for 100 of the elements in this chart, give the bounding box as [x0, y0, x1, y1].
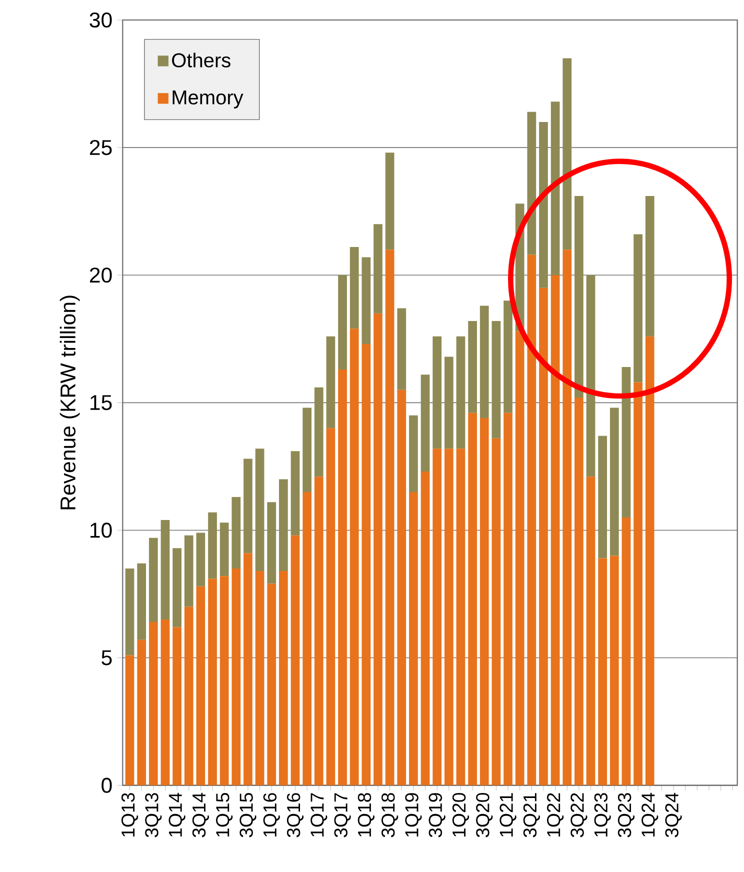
x-tick-label: 1Q13 [121, 793, 138, 837]
bar [515, 331, 524, 786]
bar [208, 512, 217, 579]
bar [125, 568, 134, 656]
bar [172, 548, 182, 628]
bar [338, 370, 347, 786]
bar [278, 479, 288, 572]
y-tick-label: 15 [90, 395, 112, 410]
bar [420, 374, 430, 472]
bar [196, 586, 206, 786]
bar [468, 321, 477, 413]
x-tick-label: 1Q23 [594, 793, 611, 837]
bar [302, 492, 312, 786]
y-axis-title: Revenue (KRW trillion) [60, 296, 80, 510]
bar [598, 558, 608, 786]
bar [302, 408, 312, 492]
bar [480, 306, 489, 418]
bar [290, 535, 300, 786]
bar [350, 247, 359, 329]
bar [574, 398, 584, 786]
bar [492, 321, 501, 438]
bar [137, 640, 146, 786]
bar [562, 250, 572, 786]
x-tick-label: 3Q21 [523, 793, 540, 838]
y-tick-label: 25 [90, 140, 112, 156]
bar [539, 288, 548, 786]
bar [444, 356, 454, 449]
x-tick-label: 1Q16 [263, 793, 280, 837]
bar [244, 553, 252, 786]
bar [598, 436, 608, 558]
x-tick-label: 1Q21 [500, 793, 516, 837]
bar [397, 308, 406, 390]
bar [196, 532, 206, 586]
bar [432, 448, 442, 786]
bar [278, 571, 288, 786]
x-tick-label: 1Q19 [405, 793, 422, 837]
bar [409, 415, 418, 492]
bar [385, 250, 394, 786]
bar [326, 336, 336, 428]
bar [148, 622, 158, 786]
bar [125, 655, 134, 786]
y-tick-label: 20 [90, 268, 112, 283]
bar [160, 520, 170, 620]
bar [539, 122, 548, 288]
bar [444, 448, 454, 786]
y-tick-label: 30 [90, 12, 112, 28]
x-tick-label: 3Q16 [286, 793, 304, 838]
x-tick-label: 3Q14 [192, 792, 209, 838]
bar [148, 538, 158, 622]
bar [314, 387, 324, 477]
bar [527, 112, 536, 255]
bar [267, 502, 276, 584]
bar [456, 448, 466, 786]
bar [527, 254, 536, 786]
bar [374, 224, 382, 314]
bar [610, 408, 619, 556]
bar [420, 472, 430, 786]
x-tick-label: 3Q18 [382, 793, 398, 838]
bar [610, 556, 619, 786]
bar [172, 627, 182, 786]
x-tick-label: 3Q22 [570, 793, 588, 838]
bar [290, 451, 300, 536]
x-tick-label: 3Q19 [428, 793, 446, 838]
bar [314, 476, 324, 786]
bar [350, 328, 359, 786]
bar [586, 275, 596, 477]
x-tick-label: 1Q18 [358, 793, 374, 837]
bar [184, 606, 194, 786]
bar [622, 366, 631, 518]
bar [208, 578, 217, 786]
bar [634, 382, 642, 786]
x-tick-label: 3Q15 [240, 793, 256, 838]
bar [255, 448, 264, 572]
bar [456, 336, 466, 449]
bar [374, 313, 382, 786]
bar [550, 102, 560, 276]
y-tick-label: 10 [90, 522, 112, 538]
x-tick-label: 1Q20 [452, 792, 470, 837]
x-tick-label: 3Q24 [665, 792, 682, 838]
bar [338, 275, 347, 370]
x-tick-label: 1Q22 [547, 793, 564, 837]
bar [232, 497, 241, 568]
bar [385, 152, 394, 250]
bar [634, 234, 642, 382]
x-tick-label: 1Q14 [168, 792, 186, 837]
x-tick-label: 3Q20 [476, 792, 493, 838]
bar [504, 412, 512, 786]
bar [326, 428, 336, 786]
x-tick-label: 3Q17 [334, 793, 351, 838]
bar [432, 336, 442, 449]
bar [255, 571, 264, 786]
bar [244, 458, 252, 554]
x-tick-label: 1Q24 [642, 792, 658, 837]
bar [397, 390, 406, 786]
bar [184, 535, 194, 607]
legend-label: Others [172, 52, 230, 68]
bar [645, 336, 654, 786]
bar [220, 576, 229, 786]
bar [574, 196, 584, 398]
bar [362, 257, 371, 344]
